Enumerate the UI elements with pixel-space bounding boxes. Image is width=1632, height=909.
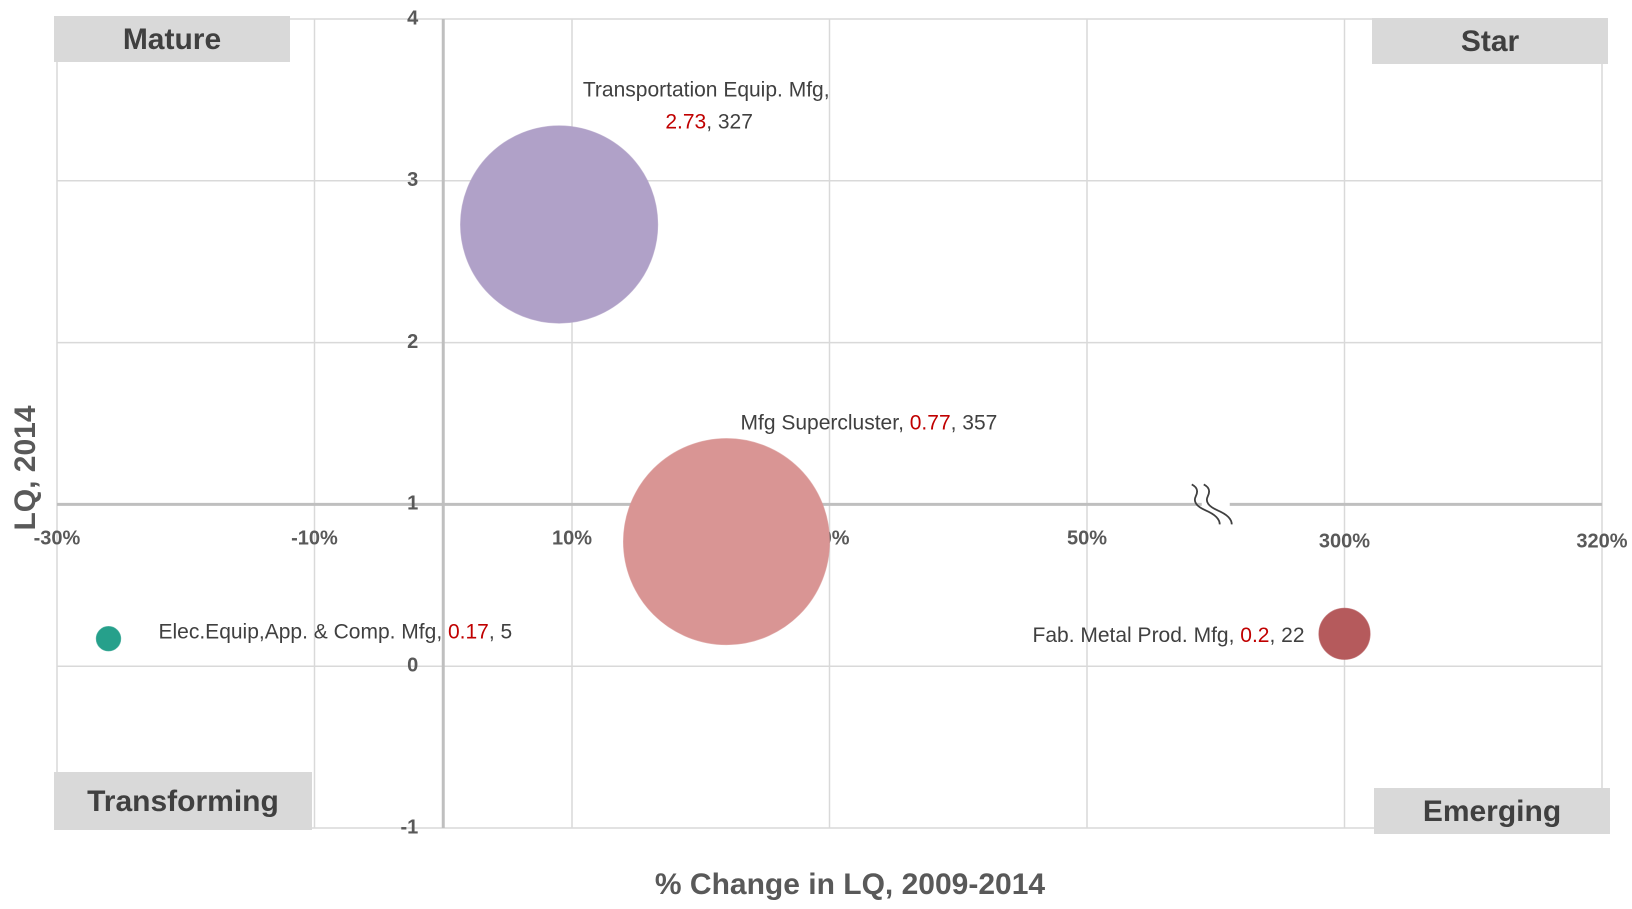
y-tick-label: 4 [407, 7, 419, 29]
label-name: Transportation Equip. Mfg [583, 78, 824, 101]
label-value: 0.17 [448, 620, 489, 643]
label-size: 327 [718, 110, 753, 133]
label-separator: , [898, 411, 910, 434]
label-size: 5 [501, 620, 513, 643]
y-tick-label: -1 [400, 816, 418, 838]
y-tick-label: 0 [407, 654, 418, 676]
x-tick-label: 320% [1576, 531, 1627, 553]
bubble [460, 125, 659, 324]
quadrant-label: Emerging [1423, 795, 1561, 828]
quadrant-box [54, 772, 312, 830]
data-label: Elec.Equip,App. & Comp. Mfg, 0.17, 5 [159, 620, 513, 643]
label-name: Fab. Metal Prod. Mfg [1033, 623, 1229, 646]
y-axis-title: LQ, 2014 [9, 405, 42, 530]
label-separator: , [706, 110, 718, 133]
label-size: 22 [1281, 623, 1304, 646]
label-size: 357 [962, 411, 997, 434]
x-tick-label: 10% [552, 528, 592, 550]
y-tick-label: 2 [407, 331, 418, 353]
x-axis-title: % Change in LQ, 2009-2014 [655, 868, 1045, 901]
x-tick-label: 50% [1067, 528, 1107, 550]
quadrant-label: Star [1461, 25, 1520, 58]
axis-break [1203, 483, 1233, 525]
x-tick-label: -30% [34, 528, 81, 550]
quadrant-box [54, 16, 290, 62]
bubble [1318, 607, 1371, 660]
label-separator: , [436, 620, 448, 643]
label-separator: , [489, 620, 501, 643]
y-tick-label: 1 [407, 493, 418, 515]
x-tick-label: 300% [1319, 531, 1370, 553]
quadrant-label: Mature [123, 23, 221, 56]
label-separator: , [951, 411, 963, 434]
x-tick-label: -10% [291, 528, 338, 550]
label-name: Mfg Supercluster [741, 411, 900, 434]
label-name: Elec.Equip,App. & Comp. Mfg [159, 620, 437, 643]
label-value: 2.73 [665, 110, 706, 133]
data-label: Transportation Equip. Mfg, 2.73, 327 [583, 78, 836, 133]
axis-break [1191, 483, 1221, 525]
y-tick-label: 3 [407, 169, 418, 191]
label-value: 0.2 [1240, 623, 1269, 646]
label-separator: , [824, 78, 836, 101]
label-separator: , [1269, 623, 1281, 646]
quadrant-box [1374, 788, 1610, 834]
quadrant-label: Transforming [87, 785, 279, 818]
data-label: Fab. Metal Prod. Mfg, 0.2, 22 [1033, 623, 1305, 646]
data-label: Mfg Supercluster, 0.77, 357 [741, 411, 998, 434]
bubble [95, 626, 122, 652]
quadrant-box [1372, 18, 1608, 64]
label-value: 0.77 [910, 411, 951, 434]
label-separator: , [1229, 623, 1241, 646]
bubble [623, 438, 830, 646]
